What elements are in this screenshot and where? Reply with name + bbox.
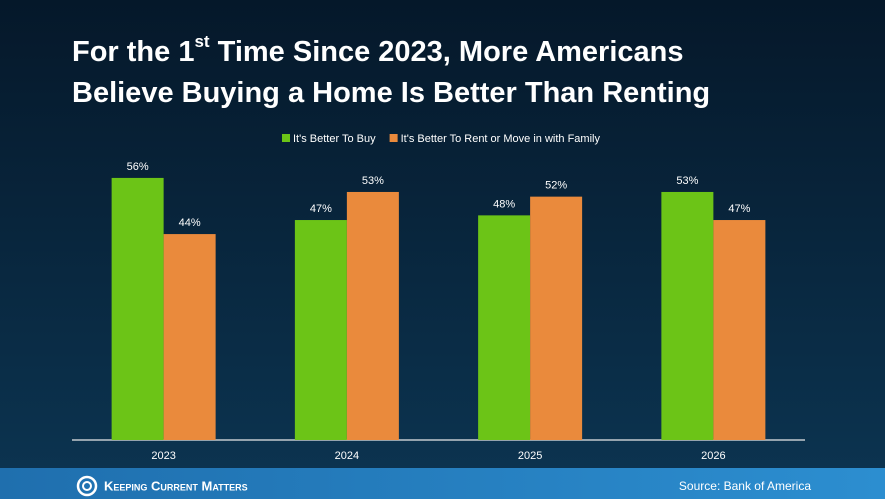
title-text: Time Since 2023, More Americans xyxy=(210,36,684,68)
value-label: 47% xyxy=(728,203,750,215)
brand-name: Keeping Current Matters xyxy=(104,478,248,493)
bar xyxy=(713,220,766,440)
chart-title: For the 1st Time Since 2023, More Americ… xyxy=(72,32,684,67)
value-label: 56% xyxy=(127,161,149,173)
bar xyxy=(530,196,583,440)
value-label: 48% xyxy=(493,198,515,210)
title-text: For the 1 xyxy=(72,36,194,68)
value-label: 44% xyxy=(179,217,201,229)
bar xyxy=(346,191,399,440)
title-superscript: st xyxy=(194,32,209,51)
legend-label: It's Better To Rent or Move in with Fami… xyxy=(401,133,601,145)
legend-swatch xyxy=(282,134,290,142)
x-tick-label: 2025 xyxy=(518,450,542,462)
chart-title: Believe Buying a Home Is Better Than Ren… xyxy=(72,77,710,109)
footer-bar xyxy=(0,468,885,499)
value-label: 47% xyxy=(310,203,332,215)
value-label: 52% xyxy=(545,180,567,192)
legend-label: It's Better To Buy xyxy=(293,133,376,145)
value-label: 53% xyxy=(676,175,698,187)
x-tick-label: 2024 xyxy=(335,450,359,462)
x-tick-label: 2026 xyxy=(701,450,725,462)
bar xyxy=(661,191,714,440)
source: Source: Bank of America xyxy=(679,479,811,493)
value-label: 53% xyxy=(362,175,384,187)
brand-logo-inner xyxy=(82,481,92,491)
x-tick-label: 2023 xyxy=(151,450,175,462)
bar xyxy=(294,220,347,440)
legend-swatch xyxy=(389,134,398,142)
bar xyxy=(111,177,164,441)
brand-logo xyxy=(76,475,98,497)
bar xyxy=(478,215,531,440)
title-text: Believe Buying a Home Is Better Than Ren… xyxy=(72,77,710,109)
bar xyxy=(163,234,216,440)
